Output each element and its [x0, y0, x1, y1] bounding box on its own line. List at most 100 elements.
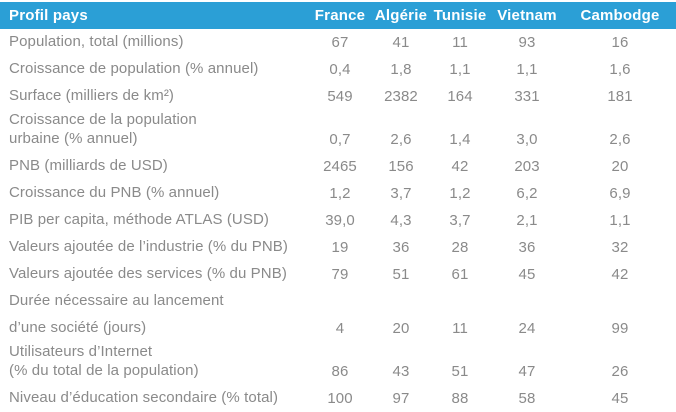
- table-row: PNB (milliards de USD) 2465 156 42 203 2…: [0, 153, 676, 180]
- table-row: Valeurs ajoutée des services (% du PNB) …: [0, 261, 676, 288]
- row-indicator-label: Valeurs ajoutée des services (% du PNB): [9, 265, 287, 282]
- cell-vietnam: 45: [518, 266, 536, 283]
- col-header-vietnam: Vietnam: [490, 2, 564, 29]
- cell-algerie: 97: [392, 390, 410, 407]
- cell-tunisie: 164: [447, 88, 473, 105]
- cell-algerie: 156: [388, 158, 414, 175]
- cell-vietnam: 331: [514, 88, 540, 105]
- cell-france: 549: [327, 88, 353, 105]
- table-row: Croissance du PNB (% annuel) 1,2 3,7 1,2…: [0, 180, 676, 207]
- cell-algerie: 43: [392, 363, 410, 380]
- cell-cambodge: 16: [611, 34, 629, 51]
- table-row: Utilisateurs d’Internet (% du total de l…: [0, 342, 676, 385]
- row-indicator-label: Durée nécessaire au lancement: [9, 292, 224, 309]
- row-indicator-label: PNB (milliards de USD): [9, 157, 168, 174]
- cell-algerie: 36: [392, 239, 410, 256]
- cell-cambodge: 32: [611, 239, 629, 256]
- cell-algerie: 4,3: [390, 212, 412, 229]
- cell-tunisie: 61: [451, 266, 469, 283]
- row-indicator-label: Population, total (millions): [9, 33, 184, 50]
- cell-tunisie: 1,4: [449, 131, 471, 148]
- row-indicator-label: Surface (milliers de km²): [9, 87, 175, 104]
- table-row: Population, total (millions) 67 41 11 93…: [0, 29, 676, 56]
- table-row: Niveau d’éducation secondaire (% total) …: [0, 385, 676, 412]
- cell-vietnam: 58: [518, 390, 536, 407]
- cell-tunisie: 42: [451, 158, 469, 175]
- cell-france: 79: [331, 266, 349, 283]
- row-indicator-label: Croissance de population (% annuel): [9, 60, 259, 77]
- cell-vietnam: 3,0: [516, 131, 538, 148]
- cell-algerie: 51: [392, 266, 410, 283]
- cell-cambodge: 42: [611, 266, 629, 283]
- cell-france: 67: [331, 34, 349, 51]
- cell-cambodge: 26: [611, 363, 629, 380]
- cell-france: 0,7: [329, 131, 351, 148]
- cell-france: 100: [327, 390, 353, 407]
- cell-algerie: 20: [392, 320, 410, 337]
- row-indicator-label: d’une société (jours): [9, 319, 147, 336]
- table-row: Durée nécessaire au lancement: [0, 288, 676, 315]
- row-indicator-label: Utilisateurs d’Internet (% du total de l…: [9, 343, 199, 379]
- cell-tunisie: 1,1: [449, 61, 471, 78]
- cell-algerie: 3,7: [390, 185, 412, 202]
- row-indicator-label: Niveau d’éducation secondaire (% total): [9, 389, 279, 406]
- cell-cambodge: 20: [611, 158, 629, 175]
- cell-tunisie: 28: [451, 239, 469, 256]
- cell-tunisie: 3,7: [449, 212, 471, 229]
- cell-algerie: 1,8: [390, 61, 412, 78]
- cell-tunisie: 11: [452, 320, 468, 337]
- table-row: Valeurs ajoutée de l’industrie (% du PNB…: [0, 234, 676, 261]
- table-body: Population, total (millions) 67 41 11 93…: [0, 29, 676, 412]
- cell-algerie: [372, 288, 430, 315]
- cell-cambodge: 181: [607, 88, 633, 105]
- cell-france: [308, 288, 372, 315]
- table-row: Surface (milliers de km²) 549 2382 164 3…: [0, 83, 676, 110]
- cell-france: 0,4: [329, 61, 351, 78]
- cell-vietnam: 24: [518, 320, 536, 337]
- table-row: Croissance de la population urbaine (% a…: [0, 110, 676, 153]
- col-header-cambodge: Cambodge: [564, 2, 676, 29]
- cell-cambodge: [564, 288, 676, 315]
- cell-algerie: 41: [392, 34, 410, 51]
- cell-france: 2465: [323, 158, 357, 175]
- cell-vietnam: 93: [518, 34, 536, 51]
- cell-tunisie: 51: [451, 363, 469, 380]
- cell-france: 19: [331, 239, 349, 256]
- table-title: Profil pays: [0, 2, 308, 29]
- cell-algerie: 2,6: [390, 131, 412, 148]
- table-row: PIB per capita, méthode ATLAS (USD) 39,0…: [0, 207, 676, 234]
- cell-tunisie: 1,2: [449, 185, 471, 202]
- row-indicator-label: Valeurs ajoutée de l’industrie (% du PNB…: [9, 238, 288, 255]
- cell-tunisie: 11: [452, 34, 468, 51]
- row-indicator-label: Croissance de la population urbaine (% a…: [9, 111, 197, 147]
- col-header-france: France: [308, 2, 372, 29]
- cell-tunisie: 88: [451, 390, 469, 407]
- cell-cambodge: 1,1: [609, 212, 631, 229]
- row-indicator-label: PIB per capita, méthode ATLAS (USD): [9, 211, 270, 228]
- cell-france: 86: [331, 363, 349, 380]
- col-header-tunisie: Tunisie: [430, 2, 490, 29]
- table-row: Croissance de population (% annuel) 0,4 …: [0, 56, 676, 83]
- cell-vietnam: 2,1: [516, 212, 538, 229]
- cell-vietnam: [490, 288, 564, 315]
- cell-vietnam: 203: [514, 158, 540, 175]
- cell-cambodge: 1,6: [609, 61, 631, 78]
- cell-algerie: 2382: [384, 88, 418, 105]
- cell-france: 39,0: [325, 212, 355, 229]
- cell-vietnam: 6,2: [516, 185, 538, 202]
- cell-cambodge: 45: [611, 390, 629, 407]
- cell-cambodge: 99: [611, 320, 629, 337]
- cell-vietnam: 47: [518, 363, 536, 380]
- cell-france: 1,2: [329, 185, 351, 202]
- cell-cambodge: 6,9: [609, 185, 631, 202]
- cell-france: 4: [335, 320, 345, 337]
- table-row: d’une société (jours) 4 20 11 24 99: [0, 315, 676, 342]
- cell-vietnam: 36: [518, 239, 536, 256]
- header-row: Profil pays France Algérie Tunisie Vietn…: [0, 2, 676, 29]
- cell-tunisie: [430, 288, 490, 315]
- cell-cambodge: 2,6: [609, 131, 631, 148]
- row-indicator-label: Croissance du PNB (% annuel): [9, 184, 220, 201]
- cell-vietnam: 1,1: [516, 61, 538, 78]
